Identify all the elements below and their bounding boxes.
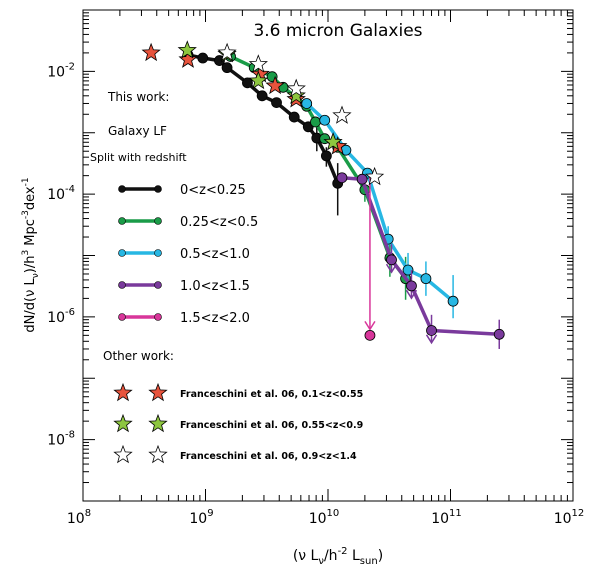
x-tick-label: 1011 <box>431 508 462 527</box>
legend-item-franceschini-et-al-06-0-1-z-0-55: Franceschini et al. 06, 0.1<z<0.55 <box>113 382 363 402</box>
data-point <box>319 114 331 126</box>
stars-franceschini-et-al-06-0-9-z-1-4 <box>217 42 385 186</box>
x-tick-label: 108 <box>67 508 91 527</box>
legend-marker-right <box>154 281 162 289</box>
y-tick-label: 10-6 <box>47 307 75 326</box>
series-0-z-0-25 <box>182 49 344 216</box>
legend-label: 1.0<z<1.5 <box>180 279 250 294</box>
data-point <box>197 52 209 64</box>
upper-limit-arrow-head <box>385 263 398 274</box>
upper-limit-arrow-head <box>425 334 438 345</box>
star-marker <box>178 49 198 68</box>
legend-label: 0.5<z<1.0 <box>180 247 250 262</box>
series-1-0-z-1-5 <box>336 172 505 349</box>
data-point <box>402 264 414 276</box>
star-marker <box>248 54 268 73</box>
legend-marker-right <box>154 185 162 193</box>
legend-item-0-z-0-25: 0<z<0.25 <box>118 183 246 198</box>
legend-marker-left <box>118 217 126 225</box>
legend-star-left <box>113 444 133 464</box>
data-point <box>242 77 253 89</box>
data-point <box>447 295 459 307</box>
data-point <box>426 325 437 336</box>
y-tick-label: 10-2 <box>47 61 75 80</box>
data-point <box>406 280 417 292</box>
star-marker <box>286 78 306 98</box>
upper-limit-arrow-head <box>364 320 376 331</box>
data-point <box>271 97 282 108</box>
legend-item-0-25-z-0-5: 0.25<z<0.5 <box>118 215 258 230</box>
star-marker <box>323 132 343 151</box>
legend: This work: Galaxy LF Split with redshift… <box>90 90 363 464</box>
star-marker <box>141 42 161 62</box>
data-point <box>301 98 313 109</box>
data-point <box>364 329 376 341</box>
data-point <box>320 150 332 162</box>
star-marker <box>286 85 306 105</box>
legend-marker-right <box>154 313 162 321</box>
legend-heading-other-work: Other work: <box>103 349 174 363</box>
legend-marker-left <box>118 313 126 321</box>
legend-label: Franceschini et al. 06, 0.9<z<1.4 <box>180 451 357 462</box>
legend-star-right <box>148 413 168 433</box>
legend-item-franceschini-et-al-06-0-9-z-1-4: Franceschini et al. 06, 0.9<z<1.4 <box>113 444 357 464</box>
legend-item-1-0-z-1-5: 1.0<z<1.5 <box>118 279 250 294</box>
data-point <box>336 172 348 184</box>
legend-star-left <box>113 382 133 402</box>
star-marker <box>248 70 268 90</box>
star-marker <box>265 75 285 95</box>
legend-label: Franceschini et al. 06, 0.1<z<0.55 <box>180 389 363 400</box>
data-point <box>356 173 368 185</box>
legend-marker-left <box>118 281 126 289</box>
star-marker <box>332 105 352 124</box>
star-marker <box>364 166 385 186</box>
axis-ticks <box>82 10 574 501</box>
series-0-5-z-1-0 <box>301 98 459 319</box>
legend-label: Franceschini et al. 06, 0.55<z<0.9 <box>180 420 363 431</box>
legend-label: 1.5<z<2.0 <box>180 311 250 326</box>
legend-label: 0<z<0.25 <box>180 183 246 198</box>
y-axis-label: dN/d(ν Lν)/h3 Mpc-3dex-1 <box>21 177 41 332</box>
legend-heading-split: Split with redshift <box>90 151 187 164</box>
legend-item-0-5-z-1-0: 0.5<z<1.0 <box>118 247 250 262</box>
series-layer <box>141 40 505 349</box>
data-point <box>386 254 397 266</box>
series-1-5-z-2-0 <box>364 173 376 341</box>
upper-limit-arrow-head <box>405 289 418 300</box>
data-point <box>493 328 505 340</box>
series-line <box>305 102 455 303</box>
legend-heading-galaxy-lf: Galaxy LF <box>108 124 167 138</box>
legend-marker-left <box>118 185 126 193</box>
y-tick-label: 10-8 <box>47 430 75 449</box>
legend-marker-left <box>118 249 126 257</box>
legend-label: 0.25<z<0.5 <box>180 215 258 230</box>
y-tick-label: 10-4 <box>47 184 75 203</box>
data-point <box>420 273 432 285</box>
data-point <box>256 90 268 102</box>
legend-marker-right <box>154 217 162 225</box>
x-tick-label: 1012 <box>554 508 585 527</box>
chart-title: 3.6 micron Galaxies <box>253 21 422 41</box>
legend-star-left <box>113 413 133 433</box>
legend-item-franceschini-et-al-06-0-55-z-0-9: Franceschini et al. 06, 0.55<z<0.9 <box>113 413 363 433</box>
legend-marker-right <box>154 249 162 257</box>
legend-item-1-5-z-2-0: 1.5<z<2.0 <box>118 311 250 326</box>
legend-heading-this-work: This work: <box>107 90 169 104</box>
data-point <box>288 111 300 123</box>
tick-labels: 108 109 1010 1011 1012 10-2 10-4 10-6 10-8 <box>47 61 584 527</box>
x-tick-label: 109 <box>189 508 213 527</box>
data-point <box>221 62 233 74</box>
star-marker <box>217 42 237 62</box>
x-axis-label: (ν Lν/h-2 Lsun) <box>293 546 383 567</box>
legend-star-right <box>148 444 168 464</box>
legend-star-right <box>148 382 168 402</box>
data-point <box>310 116 321 128</box>
x-tick-label: 1010 <box>309 508 340 527</box>
data-point <box>214 55 225 66</box>
star-marker <box>177 40 197 59</box>
